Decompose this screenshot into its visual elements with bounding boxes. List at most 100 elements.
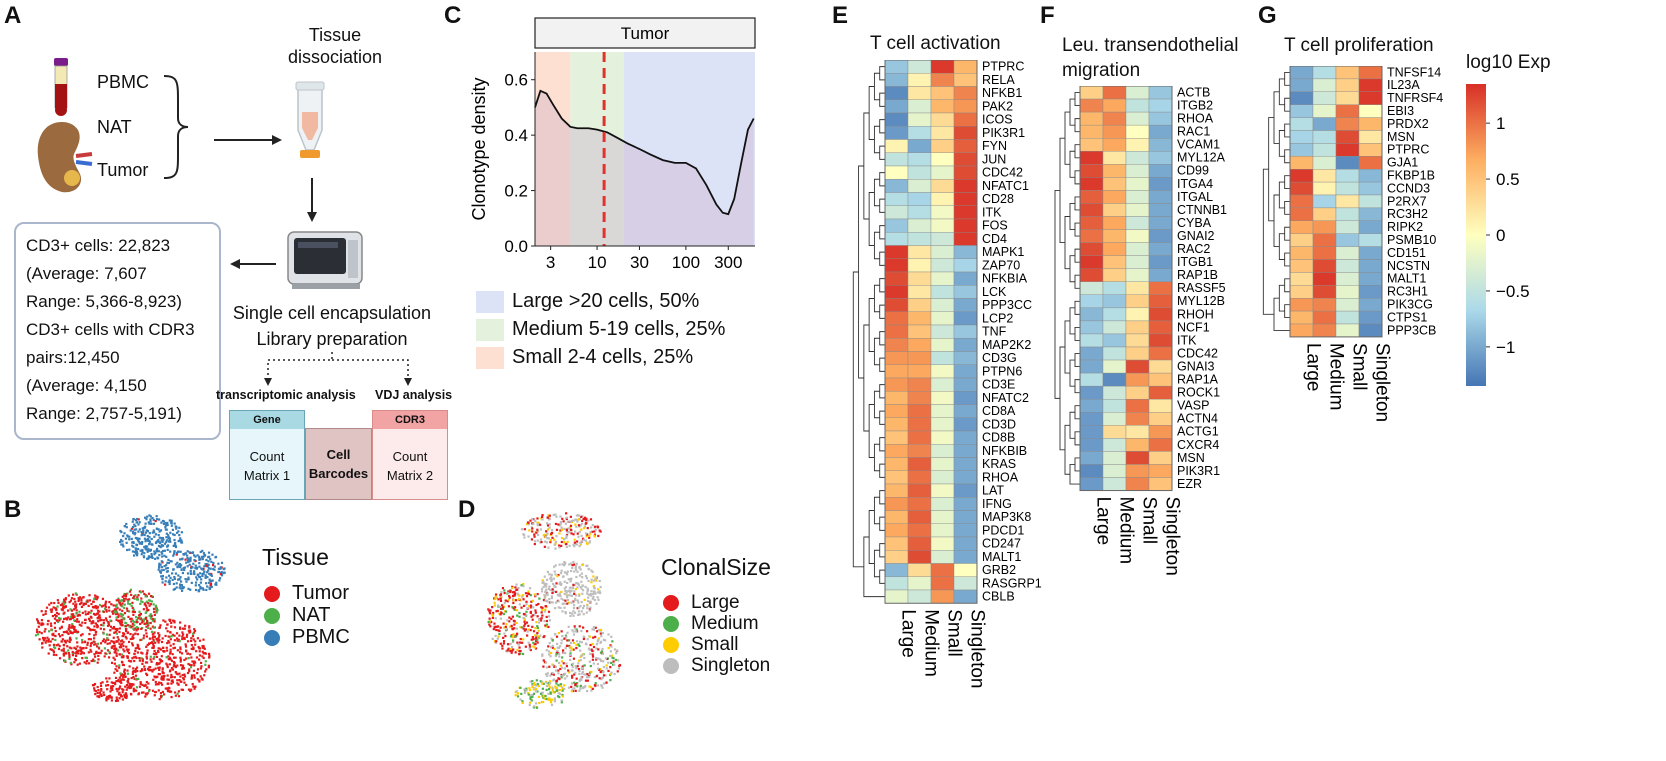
cell-point	[156, 557, 160, 560]
cell-point	[142, 634, 146, 637]
cell-point	[541, 682, 544, 685]
cell-point	[116, 627, 119, 631]
cell-point	[548, 526, 551, 529]
cell-point	[562, 564, 566, 567]
cell-point	[536, 682, 539, 686]
cell-point	[84, 621, 87, 625]
cell-point	[511, 649, 514, 652]
heatmap-cell	[1335, 181, 1360, 196]
cell-point	[590, 581, 593, 584]
cell-point	[66, 609, 70, 612]
cell-point	[607, 646, 610, 650]
cell-point	[106, 688, 109, 691]
cell-point	[148, 536, 151, 539]
cell-point	[158, 662, 161, 665]
cell-point	[162, 674, 165, 678]
cell-point	[580, 610, 583, 613]
legend-medium-label: Medium	[691, 613, 759, 634]
cell-point	[72, 593, 75, 596]
cell-point	[595, 579, 598, 582]
cell-point	[528, 701, 532, 704]
cell-point	[170, 682, 173, 685]
cell-point	[208, 655, 211, 658]
cell-point	[530, 538, 534, 541]
cell-point	[533, 542, 536, 546]
cell-point	[132, 667, 135, 670]
cell-point	[536, 641, 539, 644]
cell-point	[146, 651, 149, 654]
cell-point	[67, 652, 70, 655]
cell-point	[149, 641, 153, 645]
cell-point	[554, 601, 558, 604]
cell-point	[126, 669, 129, 672]
cell-point	[155, 549, 158, 552]
gene-label: RHOA	[1177, 112, 1214, 126]
cell-point	[115, 599, 118, 602]
cell-point	[147, 689, 151, 693]
cell-point	[585, 577, 589, 580]
cell-point	[117, 614, 120, 617]
cell-point	[512, 597, 515, 600]
cell-point	[547, 514, 550, 517]
cell-point	[95, 607, 98, 610]
gene-label: FYN	[982, 139, 1007, 153]
cell-point	[37, 625, 40, 628]
cell-point	[148, 522, 151, 525]
heatmap-cell	[953, 179, 978, 193]
heatmap-cell	[1102, 425, 1127, 439]
cell-point	[83, 618, 87, 622]
cell-point	[86, 641, 89, 644]
cell-point	[42, 613, 45, 616]
cell-point	[50, 608, 54, 611]
cell-point	[579, 686, 582, 689]
cell-point	[49, 622, 53, 625]
cell-point	[594, 635, 597, 639]
cell-point	[591, 649, 594, 653]
cell-point	[558, 563, 561, 566]
cell-point	[200, 665, 203, 668]
cell-point	[518, 611, 521, 615]
cell-point	[126, 650, 129, 653]
cell-point	[191, 635, 195, 638]
cell-point	[557, 606, 560, 609]
cell-point	[80, 652, 83, 655]
cell-point	[88, 662, 91, 665]
heatmap-e-title: T cell activation	[870, 33, 1001, 54]
cell-point	[68, 618, 71, 621]
cell-point	[558, 688, 561, 692]
cell-point	[161, 577, 164, 580]
cell-point	[611, 640, 614, 643]
cell-point	[596, 684, 600, 687]
cell-point	[160, 566, 164, 569]
cell-point	[538, 618, 541, 621]
x-tick-label: 3	[546, 253, 555, 272]
cell-point	[126, 680, 129, 683]
heatmap-cell	[1079, 359, 1104, 374]
cell-point	[525, 595, 529, 598]
cell-point	[550, 637, 553, 640]
cell-point	[180, 539, 183, 542]
cell-point	[511, 627, 514, 630]
cell-point	[593, 684, 597, 687]
cell-point	[199, 675, 202, 678]
cell-point	[151, 646, 154, 649]
heatmap-cell	[1148, 438, 1173, 452]
cell-point	[566, 602, 569, 605]
cell-point	[189, 666, 193, 669]
cell-point	[113, 608, 116, 611]
cell-point	[205, 588, 208, 592]
cell-point	[183, 673, 186, 676]
cell-point	[585, 541, 589, 544]
cell-point	[207, 551, 211, 554]
cell-point	[80, 599, 83, 602]
gene-label: MAPK1	[982, 245, 1024, 259]
cell-point	[96, 691, 99, 695]
cell-point	[88, 632, 91, 636]
heatmap-cell	[1312, 259, 1337, 273]
cell-point	[181, 688, 185, 692]
heatmap-cell	[953, 457, 978, 471]
cell-point	[561, 575, 565, 578]
cell-point	[170, 673, 173, 676]
cell-point	[569, 515, 572, 518]
cell-point	[152, 668, 155, 671]
